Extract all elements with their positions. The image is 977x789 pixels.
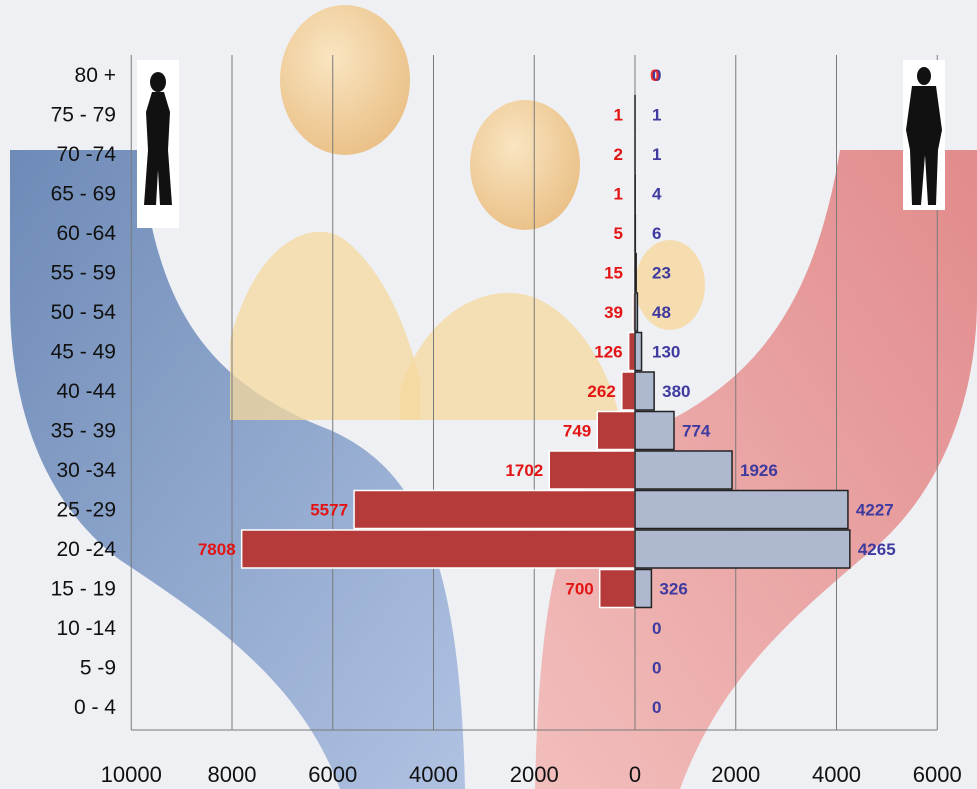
bar-right (634, 410, 675, 451)
y-category-label: 80 + (75, 64, 116, 87)
data-label-right: 4265 (858, 540, 896, 559)
x-tick-label: 8000 (208, 762, 257, 787)
bar-right (634, 568, 653, 609)
data-label-left: 15 (604, 264, 623, 283)
data-label-left: 700 (565, 580, 593, 599)
data-label-right: 326 (659, 580, 687, 599)
data-label-right: 6 (652, 224, 661, 243)
y-category-label: 30 -34 (56, 459, 116, 482)
data-label-left: 7808 (198, 540, 236, 559)
data-label-right: 4 (652, 185, 662, 204)
data-label-left: 1 (614, 185, 623, 204)
x-axis-labels: 10000 8000 6000 4000 2000 0 2000 4000 6000 (101, 762, 962, 787)
data-label-left: 39 (604, 303, 623, 322)
x-tick-label: 6000 (913, 762, 962, 787)
data-label-right: 1 (652, 145, 661, 164)
data-label-right: 48 (652, 303, 671, 322)
data-label-left: 262 (587, 382, 615, 401)
gridlines (130, 55, 938, 731)
y-category-label: 0 - 4 (74, 696, 116, 719)
bar-right (634, 489, 849, 530)
y-category-label: 70 -74 (56, 143, 116, 166)
y-category-label: 50 - 54 (51, 301, 117, 324)
y-category-label: 35 - 39 (51, 420, 116, 443)
data-label-left: 5 (614, 224, 623, 243)
bar-left (598, 568, 636, 609)
y-category-label: 65 - 69 (51, 183, 116, 206)
data-label-right: 380 (662, 382, 690, 401)
y-category-label: 55 - 59 (51, 262, 116, 285)
bars-right-series (634, 94, 851, 609)
bar-left (621, 371, 636, 411)
bar-left (548, 450, 636, 490)
bar-right (634, 331, 643, 372)
bar-left (240, 529, 636, 569)
x-tick-label: 6000 (308, 762, 357, 787)
bar-right (634, 252, 637, 293)
data-label-left: 126 (594, 343, 622, 362)
bar-right (634, 292, 639, 332)
data-label-left: 5577 (310, 501, 348, 520)
x-tick-label: 4000 (812, 762, 861, 787)
bar-left (627, 331, 636, 372)
x-tick-label: 2000 (510, 762, 559, 787)
y-category-label: 75 - 79 (51, 104, 116, 127)
data-label-left: 1 (614, 106, 623, 125)
woman-silhouette-icon (137, 60, 179, 228)
x-tick-label: 10000 (101, 762, 162, 787)
y-category-label: 20 -24 (56, 538, 116, 561)
data-label-right: 774 (682, 422, 711, 441)
data-label-left: 749 (563, 422, 591, 441)
data-label-right: 0 (652, 659, 661, 678)
data-label-overlap: 0 (650, 66, 659, 85)
data-label-left: 1702 (505, 461, 543, 480)
data-label-right: 0 (652, 698, 661, 717)
data-label-right: 23 (652, 264, 671, 283)
bar-left (596, 410, 636, 451)
bar-right (634, 371, 655, 411)
y-category-label: 60 -64 (56, 222, 116, 245)
y-category-label: 5 -9 (80, 657, 116, 680)
data-label-right: 130 (652, 343, 680, 362)
data-label-right: 4227 (856, 501, 894, 520)
data-label-right: 0 (652, 66, 661, 85)
bars-left-series (240, 94, 636, 609)
y-category-label: 10 -14 (56, 617, 116, 640)
data-label-right: 1 (652, 106, 661, 125)
data-label-left: 2 (614, 145, 623, 164)
y-axis-labels: 80 + 75 - 79 70 -74 65 - 69 60 -64 55 - 59 50 … (51, 64, 117, 719)
data-label-right: 0 (652, 619, 661, 638)
data-labels: 0 1 1 2 1 1 4 5 6 15 23 39 48 126 130 262 380 749 774 1702 1… (198, 66, 896, 717)
x-tick-label: 4000 (409, 762, 458, 787)
bar-right (634, 450, 733, 490)
bar-left (353, 489, 636, 530)
bar-right (634, 529, 851, 569)
y-category-label: 40 -44 (56, 380, 116, 403)
y-category-label: 25 -29 (56, 499, 116, 522)
x-tick-label: 2000 (711, 762, 760, 787)
x-tick-label: 0 (629, 762, 641, 787)
data-label-right: 1926 (740, 461, 778, 480)
y-category-label: 45 - 49 (51, 341, 116, 364)
man-silhouette-icon (903, 60, 945, 210)
y-category-label: 15 - 19 (51, 578, 116, 601)
